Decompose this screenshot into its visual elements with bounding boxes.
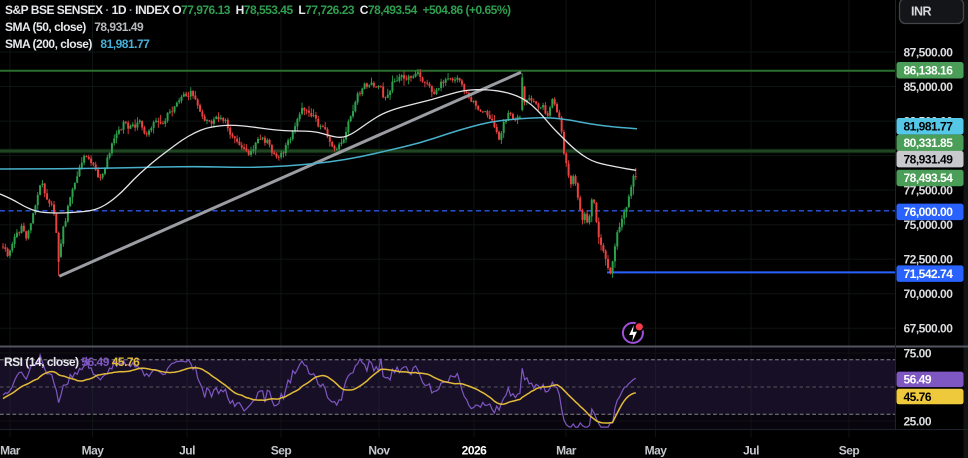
svg-text:RSI (14, close) 56.49 45.76: RSI (14, close) 56.49 45.76: [4, 355, 140, 369]
svg-text:75.00: 75.00: [904, 346, 932, 360]
svg-text:86,138.16: 86,138.16: [904, 64, 954, 78]
svg-text:81,981.77: 81,981.77: [904, 120, 954, 134]
svg-text:56.49: 56.49: [904, 373, 932, 387]
svg-text:Nov: Nov: [368, 444, 390, 458]
svg-text:77,500.00: 77,500.00: [904, 183, 954, 197]
svg-text:Mar: Mar: [556, 444, 577, 458]
svg-text:25.00: 25.00: [904, 414, 932, 428]
svg-text:78,931.49: 78,931.49: [904, 153, 954, 167]
svg-text:78,493.54: 78,493.54: [904, 171, 954, 185]
svg-text:85,000.00: 85,000.00: [904, 80, 954, 94]
svg-text:87,500.00: 87,500.00: [904, 45, 954, 59]
svg-text:2026: 2026: [462, 444, 488, 458]
svg-text:Sep: Sep: [839, 444, 860, 458]
svg-text:75,000.00: 75,000.00: [904, 218, 954, 232]
svg-text:May: May: [645, 444, 668, 458]
svg-text:71,542.74: 71,542.74: [904, 267, 954, 281]
svg-text:80,331.85: 80,331.85: [904, 136, 954, 150]
svg-text:76,000.00: 76,000.00: [904, 205, 954, 219]
svg-text:SMA (50, close) 78,931.49: SMA (50, close) 78,931.49: [5, 20, 144, 34]
svg-text:S&P BSE SENSEX · 1D · INDEX O: S&P BSE SENSEX · 1D · INDEX O77,976.13 H…: [5, 3, 511, 17]
svg-text:Mar: Mar: [0, 444, 21, 458]
svg-text:Jul: Jul: [743, 444, 759, 458]
svg-text:67,500.00: 67,500.00: [904, 322, 954, 336]
svg-text:45.76: 45.76: [904, 390, 932, 404]
svg-text:INR: INR: [911, 5, 932, 19]
svg-text:Jul: Jul: [179, 444, 195, 458]
svg-text:72,500.00: 72,500.00: [904, 252, 954, 266]
svg-text:May: May: [82, 444, 105, 458]
svg-text:SMA (200, close) 81,981.77: SMA (200, close) 81,981.77: [5, 37, 150, 51]
svg-text:Sep: Sep: [271, 444, 292, 458]
svg-text:70,000.00: 70,000.00: [904, 287, 954, 301]
